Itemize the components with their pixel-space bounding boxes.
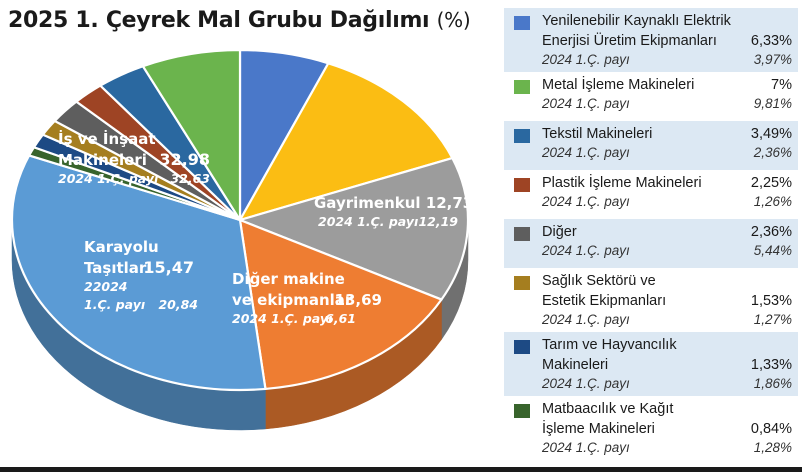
legend-label-yenilenebilir-1: Yenilenebilir Kaynaklı Elektrik (542, 13, 731, 29)
legend-prev-value-metal: 9,81% (753, 96, 792, 111)
label-karayolu-prev-caption1: 22024 (84, 279, 128, 294)
label-karayolu-prev-caption2: 1.Ç. payı (84, 297, 145, 312)
bottom-rule (0, 467, 802, 472)
legend-item-tarim: Tarım ve Hayvancılık Makineleri 1,33% 2024 … (504, 332, 798, 396)
legend-item-tekstil: Tekstil Makineleri 3,49% 2024 1.Ç. payı 2,3… (504, 121, 798, 170)
legend-swatch-metal (514, 80, 530, 94)
legend-value-tarim: 1,33% (750, 357, 792, 373)
legend-prev-caption-tarim: 2024 1.Ç. payı (542, 376, 630, 391)
legend-label-yenilenebilir-2: Enerjisi Üretim Ekipmanları (542, 33, 717, 49)
legend-item-diger: Diğer 2,36% 2024 1.Ç. payı 5,44% (504, 219, 798, 268)
pie-slices (10, 48, 470, 392)
legend-swatch-matbaa (514, 404, 530, 418)
legend-prev-value-tekstil: 2,36% (753, 145, 792, 160)
legend-item-matbaa: Matbaacılık ve Kağıt İşleme Makineleri 0,8… (504, 396, 798, 460)
label-insaat-prev: 32,63 (170, 171, 210, 186)
label-diger-makine-prev-caption: 2024 1.Ç. payı (232, 311, 332, 326)
legend-label-saglik-2: Estetik Ekipmanları (542, 293, 667, 309)
legend-value-saglik: 1,53% (750, 293, 792, 309)
legend-prev-caption-saglik: 2024 1.Ç. payı (542, 312, 630, 327)
legend-label-matbaa-1: Matbaacılık ve Kağıt (542, 401, 674, 417)
legend-swatch-tarim (514, 340, 530, 354)
pie-slice-metal (141, 48, 242, 222)
legend-swatch-plastik (514, 178, 530, 192)
legend-prev-caption-yenilenebilir: 2024 1.Ç. payı (542, 52, 630, 67)
pie-slice-insaat (10, 154, 267, 392)
legend-prev-caption-matbaa: 2024 1.Ç. payı (542, 440, 630, 455)
legend-item-plastik: Plastik İşleme Makineleri 2,25% 2024 1.Ç. … (504, 170, 798, 219)
legend-swatch-tekstil (514, 129, 530, 143)
label-gayrimenkul-prev: 12,19 (418, 214, 458, 229)
legend-item-saglik: Sağlık Sektörü ve Estetik Ekipmanları 1,53… (504, 268, 798, 332)
label-insaat-line1: İş ve İnşaat (58, 129, 156, 148)
legend-value-yenilenebilir: 6,33% (750, 33, 792, 49)
label-insaat-line2: Makineleri (58, 151, 147, 169)
label-diger-makine-line2: ve ekipmanlar (232, 291, 353, 309)
legend-label-saglik-1: Sağlık Sektörü ve (542, 273, 656, 289)
label-diger-makine-line1: Diğer makine (232, 270, 345, 288)
legend-prev-value-matbaa: 1,28% (753, 440, 792, 455)
label-karayolu-line2: Taşıtları (84, 259, 151, 277)
legend-prev-value-plastik: 1,26% (753, 194, 792, 209)
label-karayolu-prev: 20,84 (158, 297, 198, 312)
legend-swatch-yenilenebilir (514, 16, 530, 30)
pie-slice-gayrimenkul (238, 62, 454, 222)
legend-value-diger: 2,36% (750, 224, 792, 240)
legend-value-plastik: 2,25% (750, 175, 792, 191)
label-insaat-prev-caption: 2024 1.Ç. payı (58, 171, 158, 186)
legend-value-tekstil: 3,49% (750, 126, 792, 142)
legend-swatch-saglik (514, 276, 530, 290)
label-diger-makine-prev: 6,61 (325, 311, 356, 326)
legend-item-metal: Metal İşleme Makineleri 7% 2024 1.Ç. payı 9… (504, 72, 798, 121)
legend-prev-caption-plastik: 2024 1.Ç. payı (542, 194, 630, 209)
legend-prev-value-diger: 5,44% (753, 243, 792, 258)
legend-label-tarim-2: Makineleri (542, 357, 609, 373)
label-insaat-value: 32,98 (159, 150, 210, 169)
legend-label-diger-1: Diğer (542, 224, 577, 240)
legend-value-matbaa: 0,84% (750, 421, 792, 437)
legend-label-plastik-1: Plastik İşleme Makineleri (542, 175, 702, 191)
legend-label-metal-1: Metal İşleme Makineleri (542, 77, 695, 93)
legend-prev-caption-metal: 2024 1.Ç. payı (542, 96, 630, 111)
legend-prev-caption-diger: 2024 1.Ç. payı (542, 243, 630, 258)
legend-prev-value-yenilenebilir: 3,97% (753, 52, 792, 67)
legend-prev-caption-tekstil: 2024 1.Ç. payı (542, 145, 630, 160)
legend-prev-value-saglik: 1,27% (753, 312, 792, 327)
legend-prev-value-tarim: 1,86% (753, 376, 792, 391)
legend: Yenilenebilir Kaynaklı Elektrik Enerjisi … (504, 8, 798, 460)
chart-title: 2025 1. Çeyrek Mal Grubu Dağılımı (%) (8, 8, 471, 33)
pie-slice-karayolu (238, 218, 443, 391)
legend-swatch-diger (514, 227, 530, 241)
label-gayrimenkul-prev-caption: 2024 1.Ç. payı (318, 214, 418, 229)
legend-label-matbaa-2: İşleme Makineleri (542, 421, 655, 437)
label-gayrimenkul: Gayrimenkul 12,73 (314, 194, 473, 212)
legend-item-yenilenebilir: Yenilenebilir Kaynaklı Elektrik Enerjisi … (504, 8, 798, 72)
chart-title-unit: (%) (436, 8, 471, 32)
label-karayolu-line1: Karayolu (84, 238, 159, 256)
legend-value-metal: 7% (771, 77, 792, 93)
pie-slice-diger-makine (238, 156, 470, 301)
legend-label-tarim-1: Tarım ve Hayvancılık (542, 337, 677, 353)
label-diger-makine-value: 13,69 (335, 291, 382, 309)
legend-label-tekstil-1: Tekstil Makineleri (542, 126, 653, 142)
label-karayolu-value: 15,47 (143, 258, 194, 277)
chart-title-text: 2025 1. Çeyrek Mal Grubu Dağılımı (8, 8, 430, 33)
